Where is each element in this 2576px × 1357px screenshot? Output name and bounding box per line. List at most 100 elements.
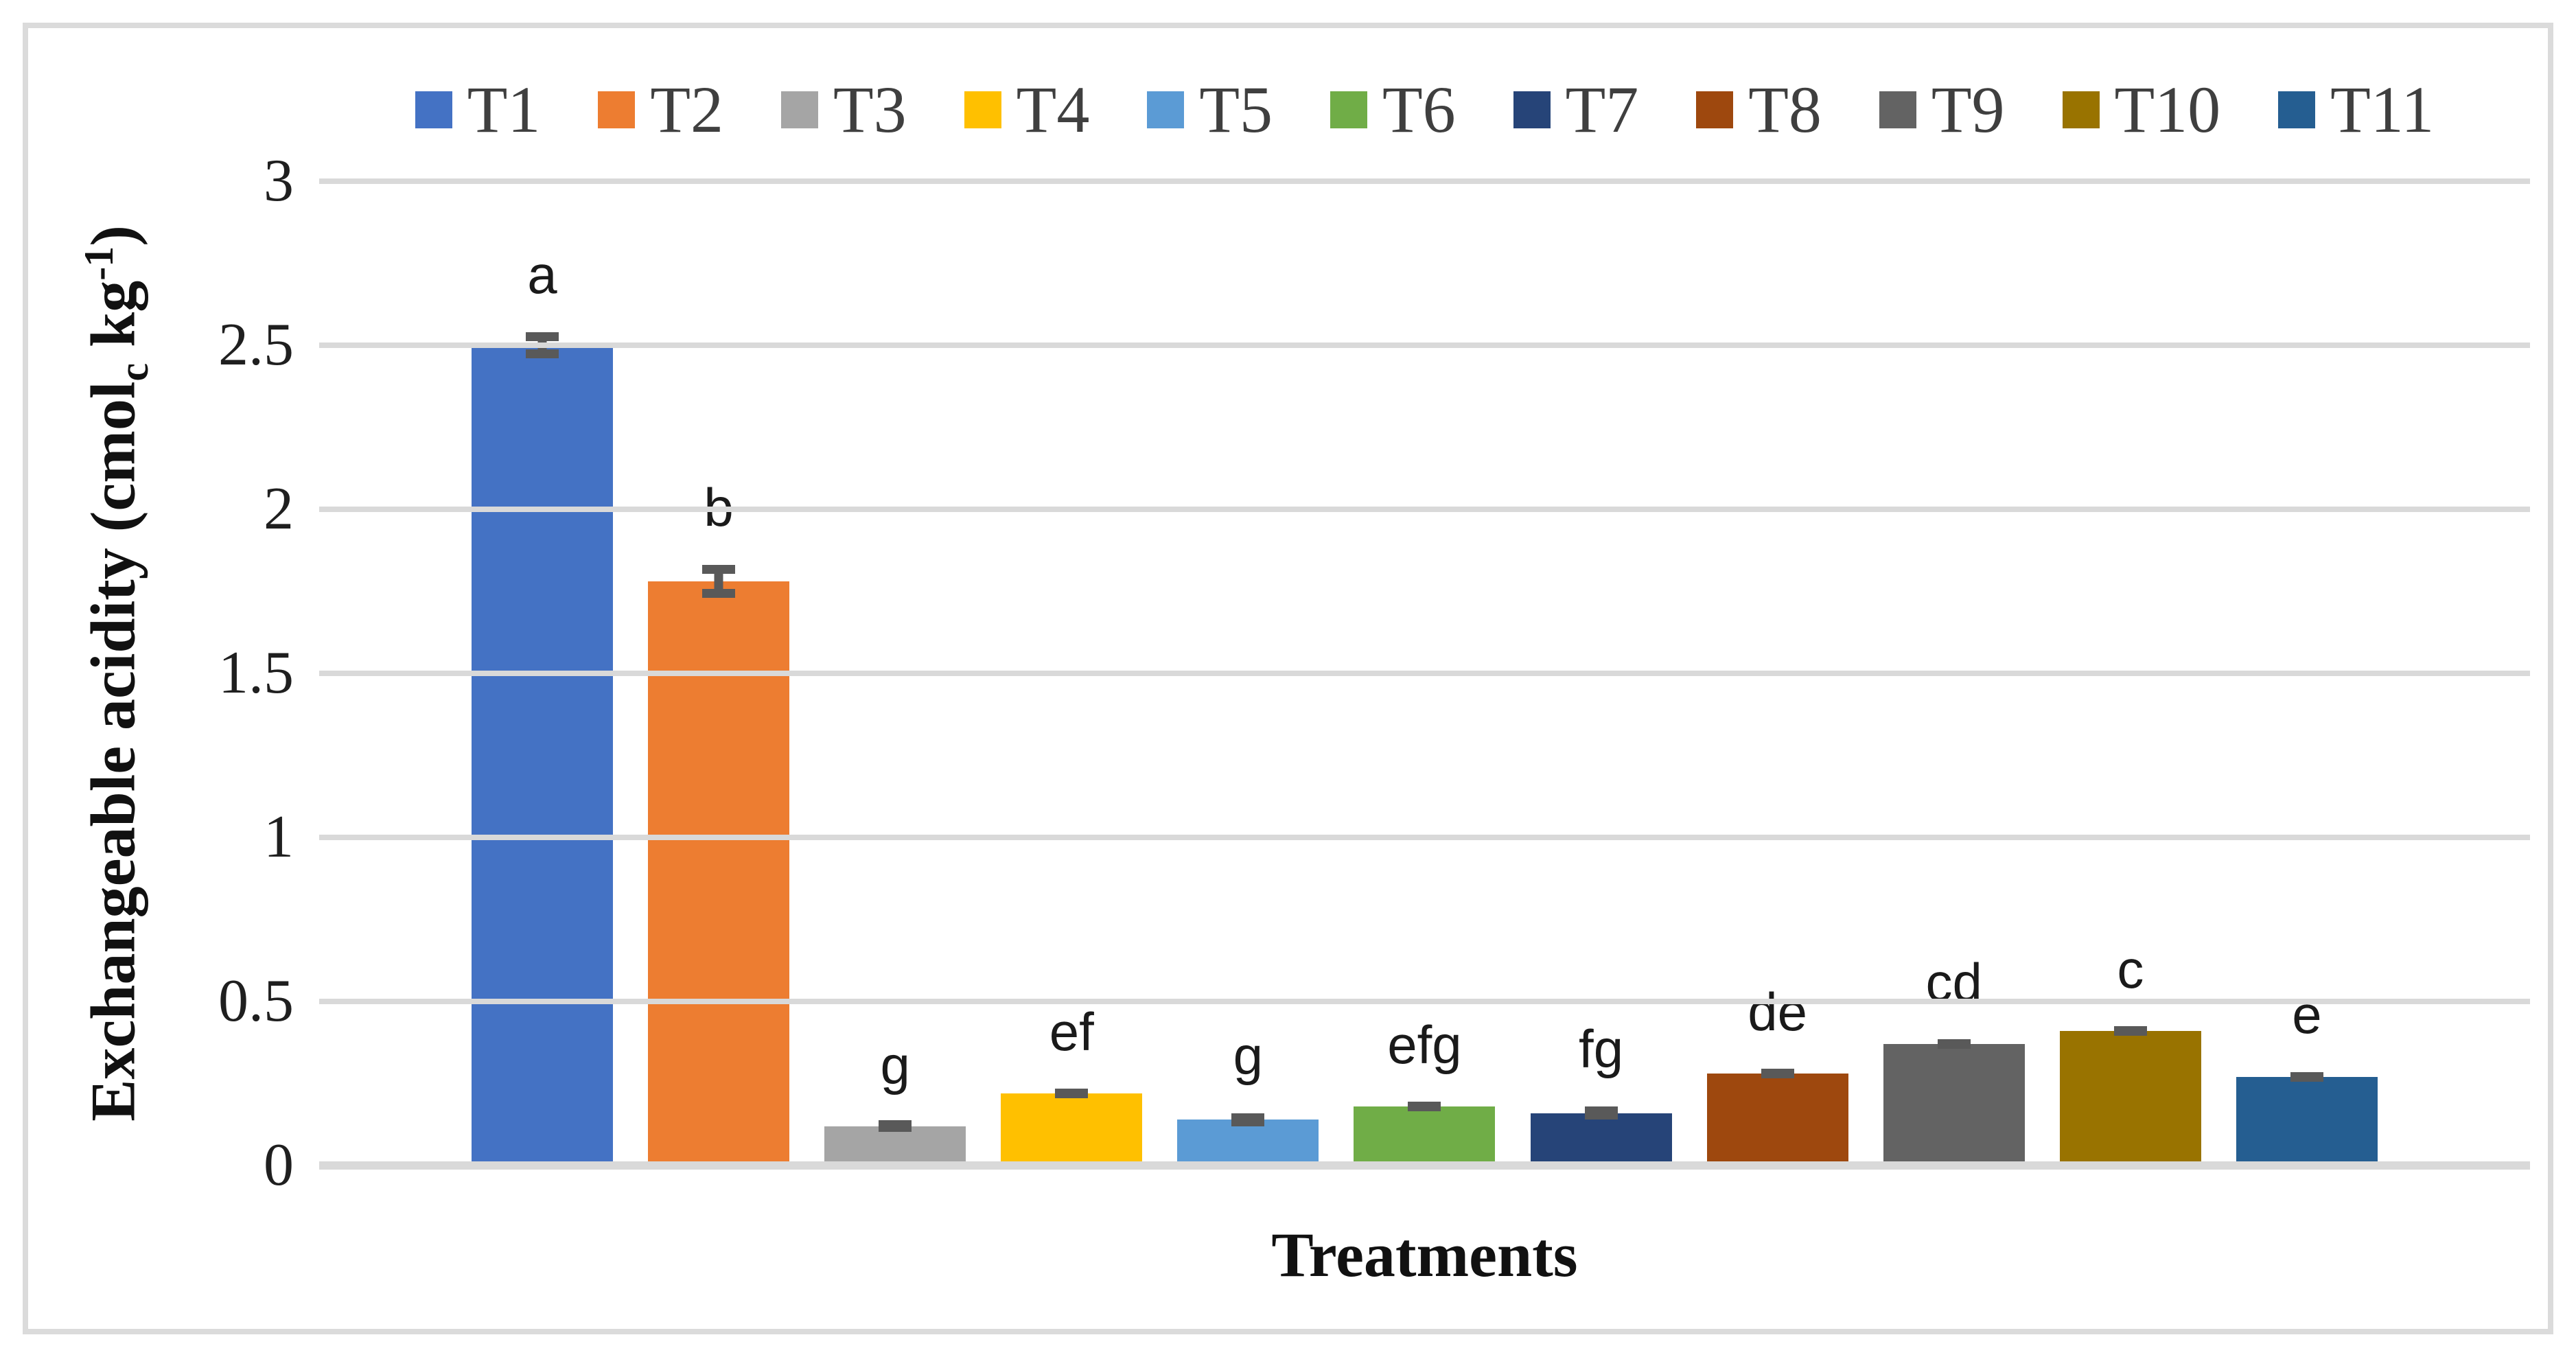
bars-row: abgefgefgfgdecdce (319, 181, 2530, 1165)
legend-item-T9: T9 (1879, 77, 2005, 143)
error-bar-T7 (1584, 1106, 1618, 1120)
legend-item-T6: T6 (1330, 77, 1456, 143)
error-bar-bottom-cap (702, 589, 736, 599)
error-bar-top-cap (702, 565, 736, 575)
plot-area: abgefgefgfgdecdce (319, 178, 2530, 1170)
legend-item-T4: T4 (964, 73, 1090, 146)
legend-label-T11: T11 (2330, 73, 2435, 146)
legend-label-T1: T1 (467, 73, 541, 146)
bar-T7 (1530, 1113, 1672, 1165)
x-axis-title: Treatments (1271, 1220, 1578, 1290)
error-bar-bottom-cap (1584, 1111, 1618, 1120)
legend-item-T8: T8 (1696, 77, 1822, 143)
legend-swatch-T8 (1696, 91, 1734, 128)
error-bar-T2 (702, 565, 736, 599)
y-tick-3: 3 (264, 148, 294, 214)
error-bar-T3 (879, 1120, 912, 1132)
sig-letter-T5: g (1233, 1025, 1264, 1086)
error-bar-T5 (1231, 1113, 1265, 1126)
legend-swatch-T7 (1513, 91, 1551, 128)
legend-label-T3: T3 (833, 73, 907, 146)
legend-item-T7: T7 (1513, 73, 1639, 146)
sig-letter-T3: g (880, 1034, 910, 1095)
error-bar-bottom-cap (2290, 1073, 2323, 1082)
legend-item-T1: T1 (415, 73, 541, 146)
sig-letter-T4: ef (1049, 1001, 1094, 1063)
legend-label-T4: T4 (1016, 73, 1090, 146)
gridline-2.5 (319, 343, 2530, 348)
error-bar-T6 (1408, 1101, 1441, 1112)
legend-label-T2: T2 (650, 73, 724, 146)
gridline-0 (319, 1161, 2530, 1170)
legend-item-T10: T10 (2062, 73, 2221, 146)
legend-label-T10: T10 (2114, 73, 2221, 146)
bar-slot-T11: e (2236, 181, 2378, 1165)
sig-letter-T10: c (2117, 939, 2144, 1000)
error-bar-bottom-cap (1408, 1101, 1441, 1111)
error-bar-bottom-cap (2113, 1025, 2147, 1035)
gridline-3 (319, 178, 2530, 184)
error-bar-bottom-cap (1055, 1088, 1089, 1098)
legend-swatch-T10 (2062, 91, 2100, 128)
bar-slot-T6: efg (1354, 181, 1496, 1165)
bar-T2 (648, 581, 790, 1165)
gridline-1 (319, 835, 2530, 840)
error-bar-bottom-cap (1761, 1068, 1794, 1078)
error-bar-bottom-cap (1937, 1039, 1971, 1048)
error-bar-T11 (2290, 1071, 2323, 1082)
bar-T10 (2059, 1031, 2201, 1165)
bar-slot-T4: ef (1001, 181, 1143, 1165)
legend: T1 T2 T3 T4 T5 T6 T7 T8 T9 T10 T11 (319, 69, 2530, 151)
legend-item-T5: T5 (1147, 77, 1273, 143)
legend-swatch-T5 (1147, 91, 1185, 128)
sig-letter-T11: e (2292, 984, 2322, 1045)
error-bar-top-cap (526, 332, 559, 341)
error-bar-T4 (1055, 1088, 1089, 1099)
legend-label-T5: T5 (1199, 73, 1273, 146)
y-tick-2: 2 (264, 476, 294, 542)
legend-label-T6: T6 (1382, 73, 1456, 146)
legend-swatch-T6 (1330, 91, 1367, 128)
sig-letter-T1: a (527, 244, 557, 305)
bar-slot-T1: a (472, 181, 613, 1165)
y-tick-0: 0 (264, 1132, 294, 1198)
bar-slot-T2: b (648, 181, 790, 1165)
error-bar-bottom-cap (879, 1120, 912, 1130)
bar-T11 (2236, 1076, 2378, 1165)
legend-label-T8: T8 (1748, 73, 1822, 146)
y-tick-1: 1 (264, 804, 294, 870)
gridline-1.5 (319, 671, 2530, 676)
bar-T6 (1354, 1106, 1496, 1165)
sig-letter-T8: de (1748, 982, 1808, 1043)
legend-swatch-T3 (781, 91, 819, 128)
error-bar-bottom-cap (1231, 1117, 1265, 1126)
bar-slot-T7: fg (1530, 181, 1672, 1165)
bar-slot-T3: g (824, 181, 966, 1165)
bar-T3 (824, 1126, 966, 1165)
legend-label-T7: T7 (1565, 73, 1639, 146)
sig-letter-T7: fg (1579, 1018, 1624, 1079)
bar-slot-T8: de (1706, 181, 1848, 1165)
error-bar-T10 (2113, 1025, 2147, 1036)
bar-slot-T10: c (2059, 181, 2201, 1165)
legend-swatch-T9 (1879, 91, 1916, 128)
sig-letter-T6: efg (1387, 1014, 1462, 1076)
legend-swatch-T2 (598, 91, 636, 128)
bar-T1 (472, 345, 613, 1165)
legend-swatch-T4 (964, 91, 1001, 128)
legend-label-T9: T9 (1931, 73, 2005, 146)
bar-T8 (1706, 1074, 1848, 1165)
error-bar-T1 (526, 332, 559, 359)
legend-swatch-T1 (415, 91, 452, 128)
bar-T5 (1177, 1120, 1319, 1165)
bar-T4 (1001, 1093, 1143, 1165)
legend-swatch-T11 (2278, 91, 2316, 128)
legend-item-T3: T3 (781, 77, 907, 143)
gridline-0.5 (319, 999, 2530, 1004)
gridline-2 (319, 507, 2530, 512)
y-tick-1.5: 1.5 (218, 640, 294, 706)
legend-item-T2: T2 (598, 77, 723, 143)
error-bar-T8 (1761, 1068, 1794, 1079)
y-tick-0.5: 0.5 (218, 968, 294, 1034)
